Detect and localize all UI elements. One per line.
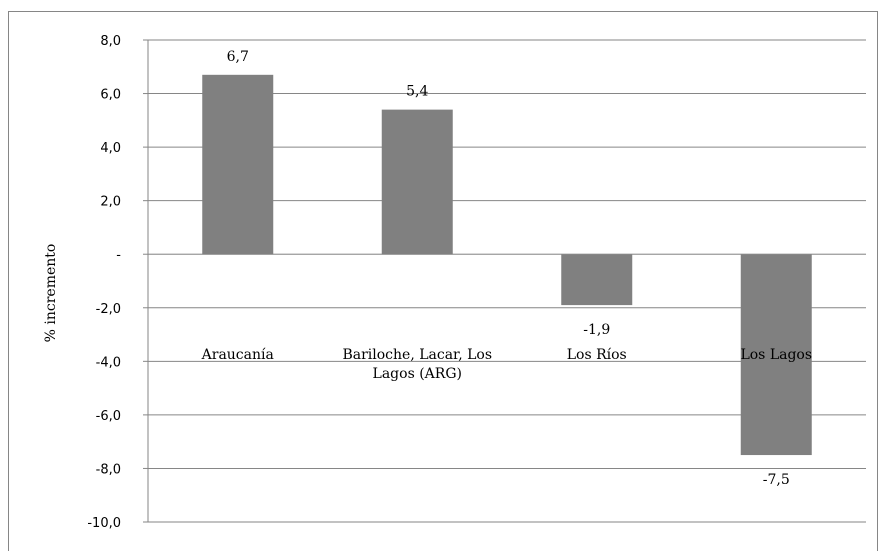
- x-tick-label: Los Ríos: [567, 347, 627, 363]
- y-tick-label: 8,0: [100, 34, 121, 49]
- y-tick-label: 2,0: [100, 195, 121, 210]
- y-tick-label: -6,0: [96, 409, 121, 424]
- data-label: -7,5: [763, 472, 790, 488]
- bar: [381, 109, 453, 255]
- x-tick-label: Lagos (ARG): [373, 366, 462, 382]
- y-tick-label: 6,0: [100, 88, 121, 103]
- y-tick-label: -: [116, 248, 121, 263]
- x-tick-label: Bariloche, Lacar, Los: [342, 347, 492, 363]
- bar: [561, 254, 633, 306]
- data-label: 5,4: [406, 84, 428, 100]
- x-tick-label: Araucanía: [201, 347, 274, 363]
- y-axis-label: % incremento: [43, 244, 59, 343]
- y-tick-label: -2,0: [96, 302, 121, 317]
- data-label: 6,7: [227, 49, 249, 65]
- x-tick-label: Los Lagos: [740, 347, 812, 363]
- y-tick-label: -8,0: [96, 462, 121, 477]
- bar: [740, 254, 812, 456]
- data-label: -1,9: [583, 322, 610, 338]
- y-tick-label: 4,0: [100, 141, 121, 156]
- chart-frame: [8, 11, 878, 551]
- y-tick-label: -4,0: [96, 355, 121, 370]
- bar: [202, 74, 274, 255]
- y-tick-label: -10,0: [87, 516, 121, 531]
